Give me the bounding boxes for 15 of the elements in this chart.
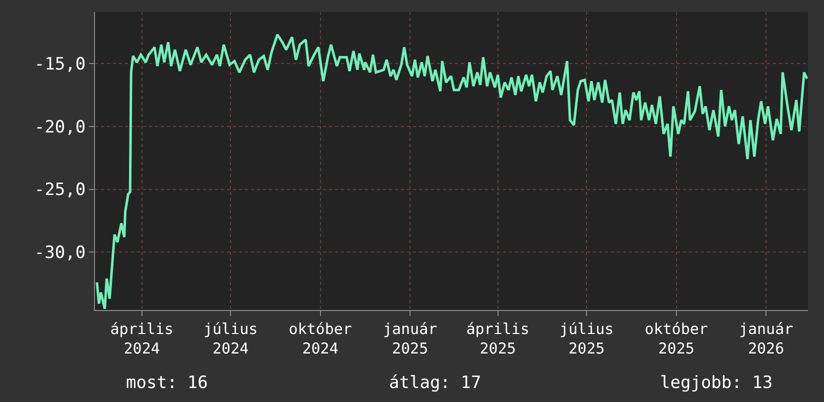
text: átlag: 17 <box>389 373 482 393</box>
x-tick-label: április 2025 <box>466 320 530 358</box>
y-tick-label: -20,0 <box>34 117 86 138</box>
x-tick-label: július 2025 <box>559 320 614 358</box>
x-tick-label: július 2024 <box>203 320 258 358</box>
text: most: 16 <box>126 373 208 393</box>
x-tick-label: január 2025 <box>382 320 438 358</box>
x-tick-label: október 2025 <box>644 320 708 358</box>
y-tick-label: -30,0 <box>34 243 86 264</box>
x-tick-label: április 2024 <box>110 320 174 358</box>
x-tick-label: január 2026 <box>738 320 794 358</box>
y-tick-label: -25,0 <box>34 180 86 200</box>
text: legjobb: 13 <box>660 373 773 393</box>
x-tick-label: október 2024 <box>288 320 352 358</box>
y-tick-label: -15,0 <box>34 54 86 74</box>
